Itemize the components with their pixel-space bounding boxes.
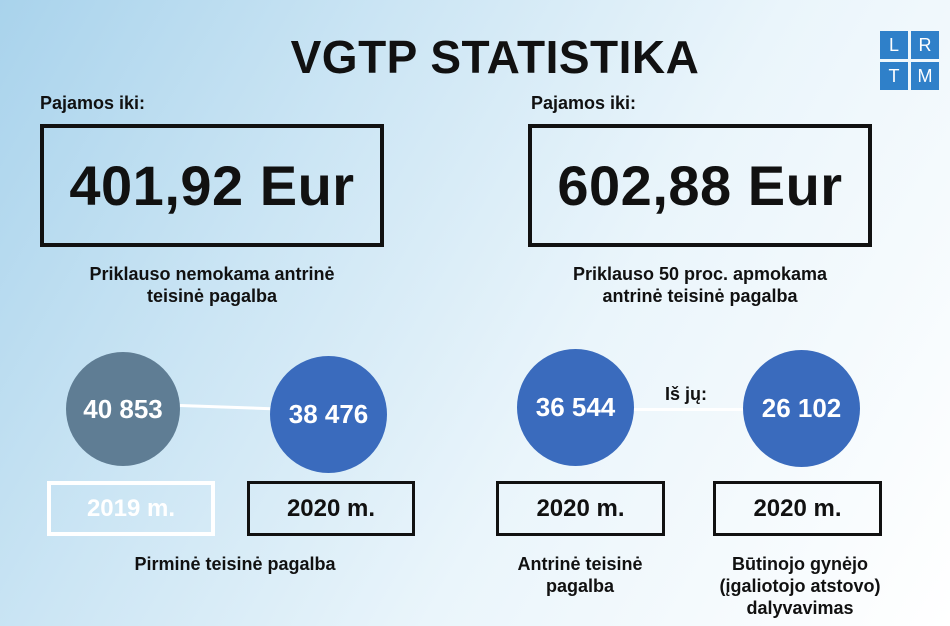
- left-income-label: Pajamos iki:: [40, 93, 146, 113]
- defender-2020-circle: 26 102: [743, 350, 860, 467]
- lrt-logo: L R T M: [880, 31, 940, 90]
- secondary-caption-line2: pagalba: [545, 576, 615, 596]
- right-income-description: Priklauso 50 proc. apmokama antrinė teis…: [520, 263, 880, 307]
- connector-line-secondary: [630, 408, 748, 411]
- secondary-2020-circle: 36 544: [517, 349, 634, 466]
- year-secondary-2020-label: 2020 m.: [536, 494, 625, 522]
- right-income-label: Pajamos iki:: [531, 93, 637, 113]
- year-box-defender-2020: 2020 m.: [713, 481, 882, 536]
- year-primary-2020-label: 2020 m.: [286, 494, 376, 522]
- logo-letter-l: L: [880, 31, 908, 59]
- secondary-2020-value: 36 544: [535, 392, 616, 422]
- left-income-amount-box: 401,92 Eur: [40, 124, 384, 247]
- logo-letter-t: T: [880, 62, 908, 90]
- defender-caption-line3: dalyvavimas: [746, 598, 854, 618]
- year-box-primary-2020: 2020 m.: [247, 481, 415, 536]
- right-income-description-line1: Priklauso 50 proc. apmokama: [572, 264, 828, 284]
- defender-caption: Būtinojo gynėjo (įgaliotojo atstovo) dal…: [690, 553, 910, 619]
- page-title: VGTP STATISTIKA: [290, 31, 700, 83]
- year-box-secondary-2020: 2020 m.: [496, 481, 665, 536]
- year-2019-label: 2019 m.: [86, 494, 176, 522]
- of-which-label: Iš jų:: [665, 384, 708, 404]
- logo-letter-r: R: [911, 31, 939, 59]
- defender-2020-value: 26 102: [761, 393, 842, 423]
- left-income-description-line2: teisinė pagalba: [146, 286, 278, 306]
- secondary-caption-line1: Antrinė teisinė: [517, 554, 643, 574]
- primary-2020-value: 38 476: [288, 399, 369, 429]
- right-income-description-line2: antrinė teisinė pagalba: [602, 286, 798, 306]
- primary-caption: Pirminė teisinė pagalba: [134, 554, 336, 574]
- defender-caption-line2: (įgaliotojo atstovo): [719, 576, 881, 596]
- left-income-amount: 401,92 Eur: [69, 154, 355, 217]
- primary-2019-circle: 40 853: [66, 352, 180, 466]
- right-income-amount-box: 602,88 Eur: [528, 124, 872, 247]
- logo-letter-m: M: [911, 62, 939, 90]
- year-box-2019: 2019 m.: [47, 481, 215, 536]
- left-income-description: Priklauso nemokama antrinė teisinė pagal…: [40, 263, 384, 307]
- primary-2020-circle: 38 476: [270, 356, 387, 473]
- defender-caption-line1: Būtinojo gynėjo: [732, 554, 868, 574]
- secondary-caption: Antrinė teisinė pagalba: [480, 553, 680, 597]
- right-income-amount: 602,88 Eur: [557, 154, 843, 217]
- primary-2019-value: 40 853: [83, 393, 163, 424]
- year-defender-2020-label: 2020 m.: [753, 494, 842, 522]
- left-income-description-line1: Priklauso nemokama antrinė: [89, 264, 335, 284]
